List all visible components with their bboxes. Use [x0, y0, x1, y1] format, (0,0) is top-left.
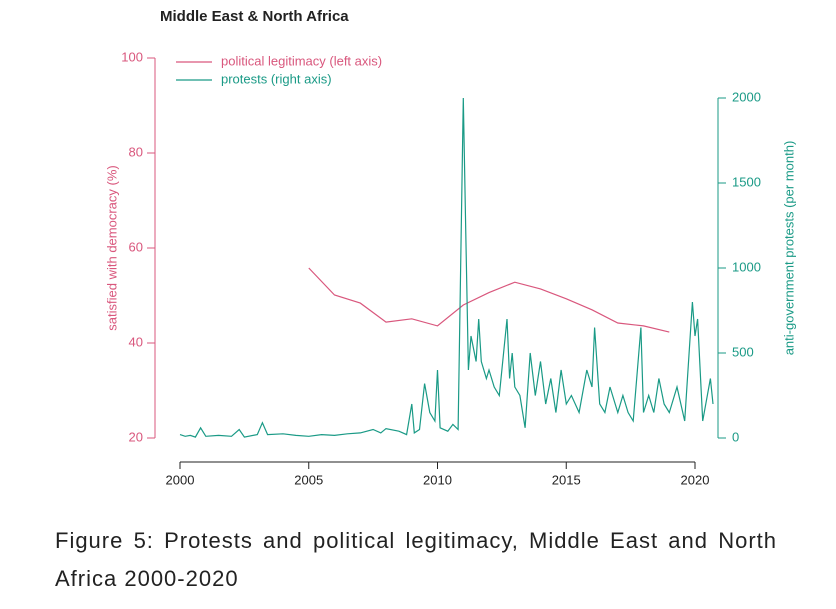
y2-tick-label: 500 [732, 344, 754, 359]
x-tick-label: 2010 [423, 472, 452, 487]
y-tick-label: 100 [121, 49, 143, 64]
legend-label: protests (right axis) [221, 71, 332, 86]
x-tick-label: 2000 [166, 472, 195, 487]
x-tick-label: 2020 [681, 472, 710, 487]
y-tick-label: 40 [129, 334, 143, 349]
chart: Middle East & North Africa satisfied wit… [104, 8, 796, 487]
chart-title: Middle East & North Africa [160, 8, 349, 25]
y2-tick-label: 0 [732, 429, 739, 444]
y-tick-label: 80 [129, 144, 143, 159]
legend-label: political legitimacy (left axis) [221, 53, 382, 68]
y-tick-label: 20 [129, 429, 143, 444]
x-tick-label: 2015 [552, 472, 581, 487]
y2-tick-label: 1000 [732, 259, 761, 274]
series-line [179, 97, 714, 438]
series-line [308, 267, 670, 333]
y2-tick-label: 1500 [732, 174, 761, 189]
y-axis-label: satisfied with democracy (%) [104, 165, 119, 330]
x-tick-label: 2005 [294, 472, 323, 487]
caption: Figure 5: Protests and political legitim… [55, 528, 777, 591]
y-tick-label: 60 [129, 239, 143, 254]
y2-axis-label: anti-government protests (per month) [781, 141, 796, 356]
y2-tick-label: 2000 [732, 89, 761, 104]
